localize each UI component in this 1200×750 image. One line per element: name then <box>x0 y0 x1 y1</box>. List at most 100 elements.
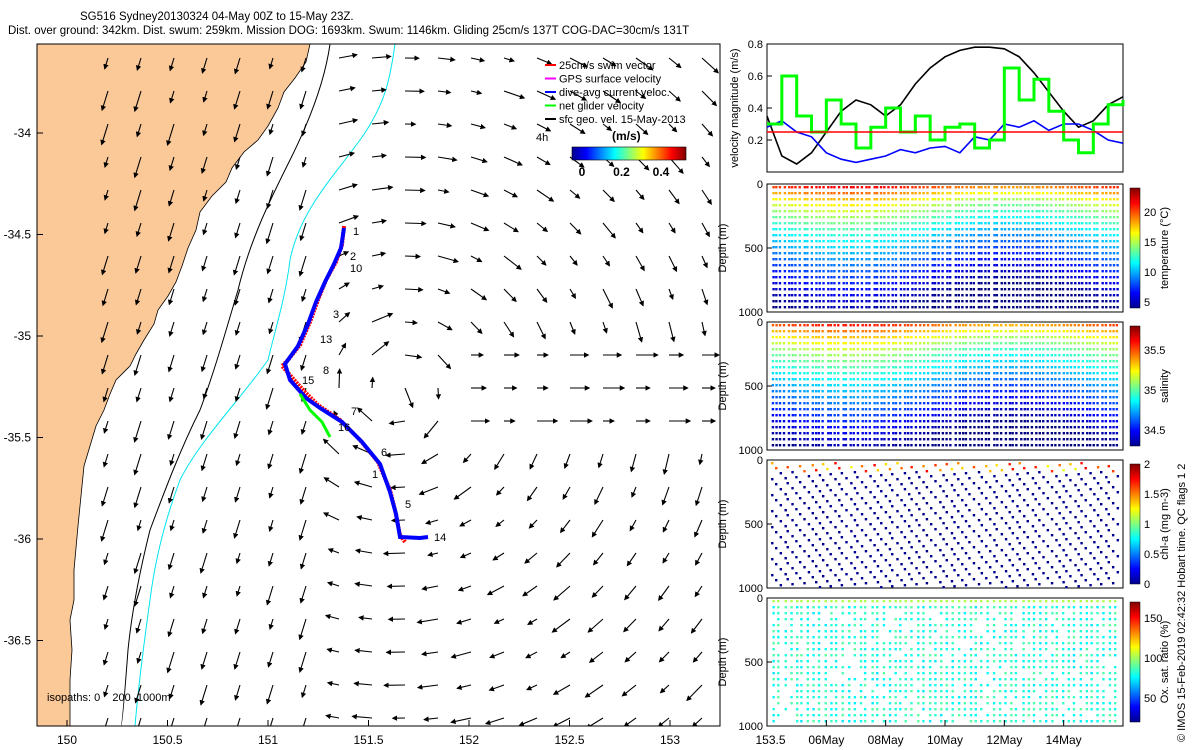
profile-data-point <box>918 508 921 511</box>
profile-data-point <box>1050 342 1054 345</box>
profile-data-point <box>794 402 797 405</box>
profile-data-point <box>919 378 922 381</box>
profile-data-point <box>852 228 855 231</box>
profile-data-point <box>1027 222 1030 225</box>
profile-data-point <box>1004 330 1008 333</box>
profile-data-point <box>969 210 973 213</box>
profile-data-point <box>1007 246 1011 249</box>
profile-data-point <box>891 294 894 297</box>
profile-data-point <box>922 354 926 357</box>
profile-data-point <box>845 192 848 195</box>
profile-data-point <box>910 482 913 485</box>
profile-data-point <box>822 246 825 249</box>
profile-data-point <box>1086 372 1089 375</box>
profile-data-point <box>1008 354 1012 357</box>
profile-data-point <box>1023 252 1027 255</box>
profile-data-point <box>980 204 983 207</box>
current-arrow <box>103 156 109 169</box>
current-arrow <box>338 52 358 59</box>
profile-data-point <box>941 324 945 327</box>
profile-data-point <box>876 581 880 584</box>
current-arrow <box>437 222 456 229</box>
profile-data-point <box>1093 240 1096 243</box>
profile-data-point <box>1038 360 1042 363</box>
profile-data-point <box>1077 216 1081 219</box>
profile-data-point <box>868 282 871 285</box>
profile-data-point <box>880 444 883 447</box>
profile-data-point <box>883 366 886 369</box>
profile-data-point <box>852 324 855 327</box>
profile-data-point <box>914 192 917 195</box>
profile-data-point <box>868 300 871 303</box>
profile-data-point <box>1096 438 1099 441</box>
profile-data-point <box>984 396 988 399</box>
profile-data-point <box>977 264 981 267</box>
profile-data-point <box>803 426 806 429</box>
profile-data-point <box>814 348 818 351</box>
profile-data-point <box>910 348 913 351</box>
profile-data-point <box>798 246 801 249</box>
current-arrow <box>199 684 208 706</box>
profile-data-point <box>1096 372 1099 375</box>
profile-data-point <box>891 288 894 291</box>
profile-data-point <box>818 210 821 213</box>
profile-data-point <box>1116 282 1119 285</box>
profile-data-point <box>972 294 976 297</box>
profile-data-point <box>1062 366 1066 369</box>
profile-data-point <box>880 408 883 411</box>
profile-data-point <box>1015 384 1018 387</box>
profile-data-point <box>852 240 855 243</box>
profile-data-point <box>910 408 913 411</box>
profile-data-point <box>1085 216 1088 219</box>
profile-data-point <box>830 240 833 243</box>
profile-data-point <box>937 306 940 309</box>
profile-data-point <box>822 228 825 231</box>
profile-data-point <box>954 348 957 351</box>
profile-data-point <box>856 444 860 447</box>
profile-data-point <box>1015 198 1019 201</box>
profile-data-point <box>939 469 942 472</box>
profile-data-point <box>1092 390 1095 393</box>
profile-data-point <box>892 414 895 417</box>
profile-data-point <box>1030 372 1034 375</box>
current-arrow <box>300 684 307 699</box>
current-arrow <box>493 618 505 624</box>
profile-data-point <box>914 324 918 327</box>
profile-data-point <box>1011 444 1014 447</box>
profile-data-point <box>845 204 848 207</box>
profile-data-point <box>995 252 999 255</box>
profile-data-point <box>879 276 883 279</box>
current-arrow <box>418 486 439 496</box>
profile-data-point <box>958 390 961 393</box>
profile-data-point <box>1104 348 1108 351</box>
profile-data-point <box>1073 414 1076 417</box>
profile-data-point <box>865 234 868 237</box>
profile-data-point <box>782 390 786 393</box>
profile-data-point <box>894 414 898 417</box>
profile-data-point <box>811 528 814 531</box>
profile-data-point <box>903 584 907 587</box>
profile-data-point <box>1019 192 1022 195</box>
profile-data-point <box>1073 426 1076 429</box>
profile-data-point <box>860 465 864 468</box>
profile-data-point <box>980 372 984 375</box>
profile-data-point <box>794 300 797 303</box>
profile-data-point <box>880 372 883 375</box>
profile-data-point <box>993 246 996 249</box>
profile-data-point <box>1096 216 1099 219</box>
profile-data-point <box>775 324 778 327</box>
profile-data-point <box>957 510 960 513</box>
profile-data-point <box>926 444 930 447</box>
profile-data-point <box>1092 348 1095 351</box>
profile-data-point <box>914 378 918 381</box>
profile-data-point <box>964 408 968 411</box>
profile-data-point <box>1000 252 1003 255</box>
profile-data-point <box>1104 420 1108 423</box>
profile-data-point <box>1019 282 1022 285</box>
profile-data-point <box>1109 438 1112 441</box>
profile-data-point <box>1035 342 1038 345</box>
profile-data-point <box>772 276 775 279</box>
profile-data-point <box>1116 222 1119 225</box>
profile-data-point <box>937 390 940 393</box>
profile-data-point <box>1066 420 1069 423</box>
